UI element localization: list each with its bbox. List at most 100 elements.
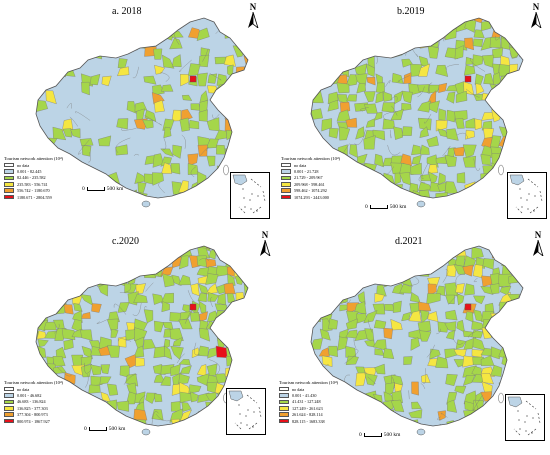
region-cell [455,90,468,103]
scale-label: 500 km [383,432,401,438]
legend-label: 235.583 - 556.741 [17,181,48,187]
region-cell [417,84,430,93]
region-cell [311,48,323,59]
region-cell [171,54,182,68]
scale-bar: 0 500 km [365,204,406,210]
region-cell [80,363,92,378]
region-cell [151,27,165,39]
region-cell [465,190,476,198]
region-cell [71,21,83,32]
region-cell [311,327,312,340]
province-boundary [151,411,159,426]
region-cell [528,373,538,386]
region-cell [418,301,432,312]
region-cell [509,63,518,77]
north-letter: N [534,230,542,240]
region-cell [492,182,500,195]
region-cell [311,57,314,69]
region-cell [234,136,245,150]
swatch-class5 [281,194,291,200]
province-boundary [353,337,357,349]
province-boundary [343,253,351,260]
region-cell [311,264,313,278]
country-outline [35,17,249,199]
highest-region [464,303,472,311]
region-cell [205,273,219,285]
region-cell [338,126,351,141]
region-cell [36,46,37,60]
region-cell [251,82,262,92]
region-cell [251,38,264,50]
region-cell [163,199,172,212]
region-cell [401,311,412,322]
province-boundary [85,374,89,388]
swatch-class1 [4,393,14,398]
region-cell [223,312,238,322]
region-cell [507,18,520,30]
region-cell [160,156,172,167]
province-boundary [367,376,376,385]
region-cell [429,348,441,360]
region-cell [62,409,74,419]
legend-item: 0.001 - 21.728 [281,168,340,174]
region-cell [446,91,456,104]
region-cell [436,20,449,31]
region-cell [83,255,94,269]
region-cell [337,48,350,57]
region-cell [463,428,477,438]
region-cell [80,400,93,412]
region-cell [126,101,137,114]
region-cell [411,381,419,396]
region-cell [465,129,475,140]
region-cell [403,356,413,365]
inset-map [228,390,262,430]
region-cell [420,174,431,182]
legend-item: no data [4,162,63,168]
region-cell [170,163,181,175]
inset-map [507,396,541,436]
panel-title: a. 2018 [112,6,142,17]
panel-title: c.2020 [112,236,139,247]
region-cell [45,90,57,105]
region-cell [311,365,313,376]
province-boundary [440,412,448,418]
region-cell [79,18,93,23]
region-cell [64,256,73,270]
region-cell [328,345,338,357]
region-cell [227,273,236,286]
region-cell [481,373,494,385]
region-cell [205,258,217,268]
region-cell [233,256,245,269]
region-cell [79,138,94,146]
region-cell [499,83,511,93]
region-cell [518,246,523,252]
region-cell [311,264,324,278]
south-china-sea-inset [505,394,545,441]
region-cell [501,18,511,21]
province-boundary [442,146,451,157]
north-letter: N [249,2,257,12]
province-boundary [490,18,496,19]
region-cell [327,18,339,20]
province-boundary [448,293,463,305]
region-cell [435,120,448,132]
region-cell [400,418,410,426]
region-cell [463,409,476,422]
region-cell [252,146,264,158]
map-panel-2021: d.2021 N Tourism network attention (10⁴)… [275,228,550,455]
region-cell [169,328,184,342]
region-cell [47,199,56,212]
province-boundary [464,188,472,195]
province-boundary [43,29,59,36]
province-boundary [341,167,352,173]
region-cell [356,83,366,94]
region-cell [205,401,219,413]
province-boundary [59,246,72,254]
region-cell [126,391,137,405]
province-boundary [78,139,90,155]
region-cell [312,202,321,211]
region-cell [206,202,219,210]
region-cell [311,249,312,259]
region-cell [224,101,238,111]
province-boundary [44,18,53,21]
